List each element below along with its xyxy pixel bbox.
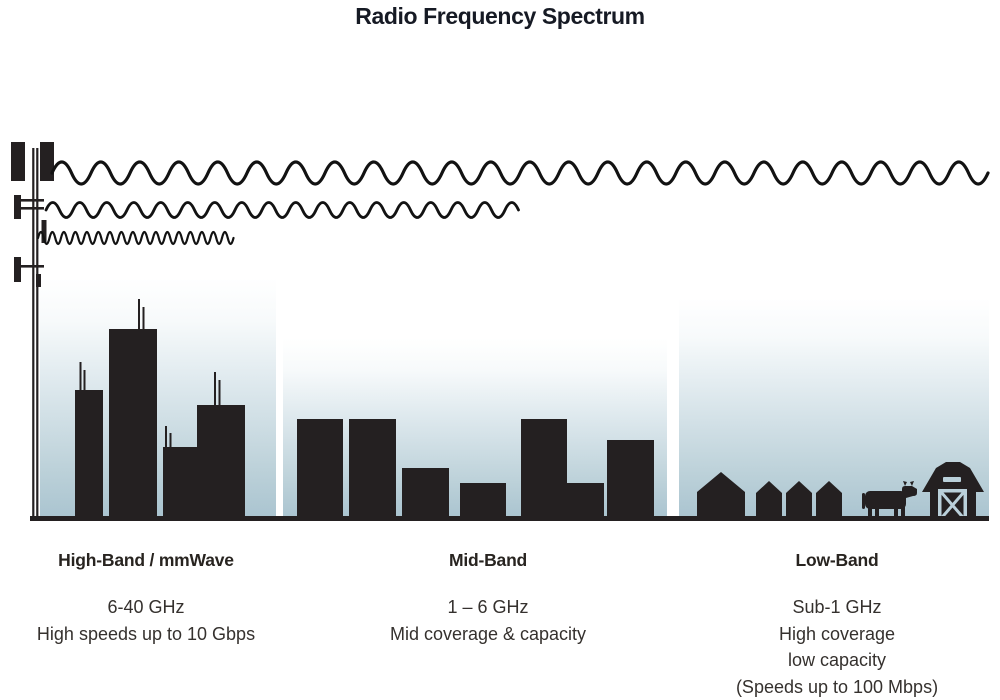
rooftop-antenna-icon (79, 362, 82, 390)
building-icon (521, 419, 567, 518)
skyscraper-icon (163, 447, 197, 518)
band-frequency: 6-40 GHz (107, 597, 185, 617)
building-icon (607, 440, 654, 518)
house-icon (816, 481, 842, 518)
band-frequency: Sub-1 GHz (792, 597, 882, 617)
band-detail: High speeds up to 10 Gbps (36, 623, 256, 644)
band-detail: Mid coverage & capacity (389, 623, 587, 644)
band-name: Mid-Band (448, 550, 528, 570)
skyscraper-icon (75, 390, 103, 518)
house-icon (697, 472, 745, 518)
barn-icon (922, 462, 984, 519)
low-band-label-block: Low-Band Sub-1 GHz High coverage low cap… (692, 549, 982, 700)
building-icon (567, 483, 604, 518)
rooftop-antenna-icon (83, 370, 86, 390)
page-title: Radio Frequency Spectrum (355, 3, 645, 29)
band-detail: (Speeds up to 100 Mbps) (735, 676, 939, 697)
band-name: High-Band / mmWave (58, 550, 234, 570)
barn-loft-vent (943, 477, 961, 482)
building-icon (460, 483, 506, 518)
band-detail: low capacity (787, 650, 887, 670)
low-band-rural-scene (697, 462, 984, 520)
high-band-city-skyline (75, 299, 245, 518)
high-band-short-wavelength-wave (36, 230, 235, 246)
ground-line (30, 516, 989, 521)
band-frequency: 1 – 6 GHz (447, 597, 529, 617)
building-icon (349, 419, 396, 518)
spectrum-illustration (11, 142, 990, 521)
rooftop-antenna-icon (138, 299, 140, 329)
rooftop-antenna-icon (214, 372, 216, 405)
low-band-long-wavelength-wave (50, 160, 990, 186)
rooftop-antenna-icon (169, 433, 172, 447)
band-detail: High coverage (778, 623, 896, 644)
radio-waves (36, 160, 990, 246)
mid-band-label-block: Mid-Band 1 – 6 GHz Mid coverage & capaci… (358, 549, 618, 647)
cow-icon (862, 481, 917, 520)
high-band-label-block: High-Band / mmWave 6-40 GHz High speeds … (16, 549, 276, 647)
rooftop-antenna-icon (142, 307, 145, 329)
building-icon (297, 419, 343, 518)
mid-band-town-skyline (297, 419, 654, 518)
skyscraper-icon (197, 405, 245, 518)
skyscraper-icon (109, 329, 157, 518)
building-icon (402, 468, 449, 518)
house-icon (756, 481, 782, 518)
mid-band-medium-wavelength-wave (44, 201, 520, 219)
cell-tower-icon (11, 142, 54, 518)
rooftop-antenna-icon (165, 426, 167, 447)
house-icon (786, 481, 812, 518)
rooftop-antenna-icon (218, 380, 221, 405)
barn-door-cross-brace (940, 491, 965, 519)
band-name: Low-Band (795, 550, 879, 570)
